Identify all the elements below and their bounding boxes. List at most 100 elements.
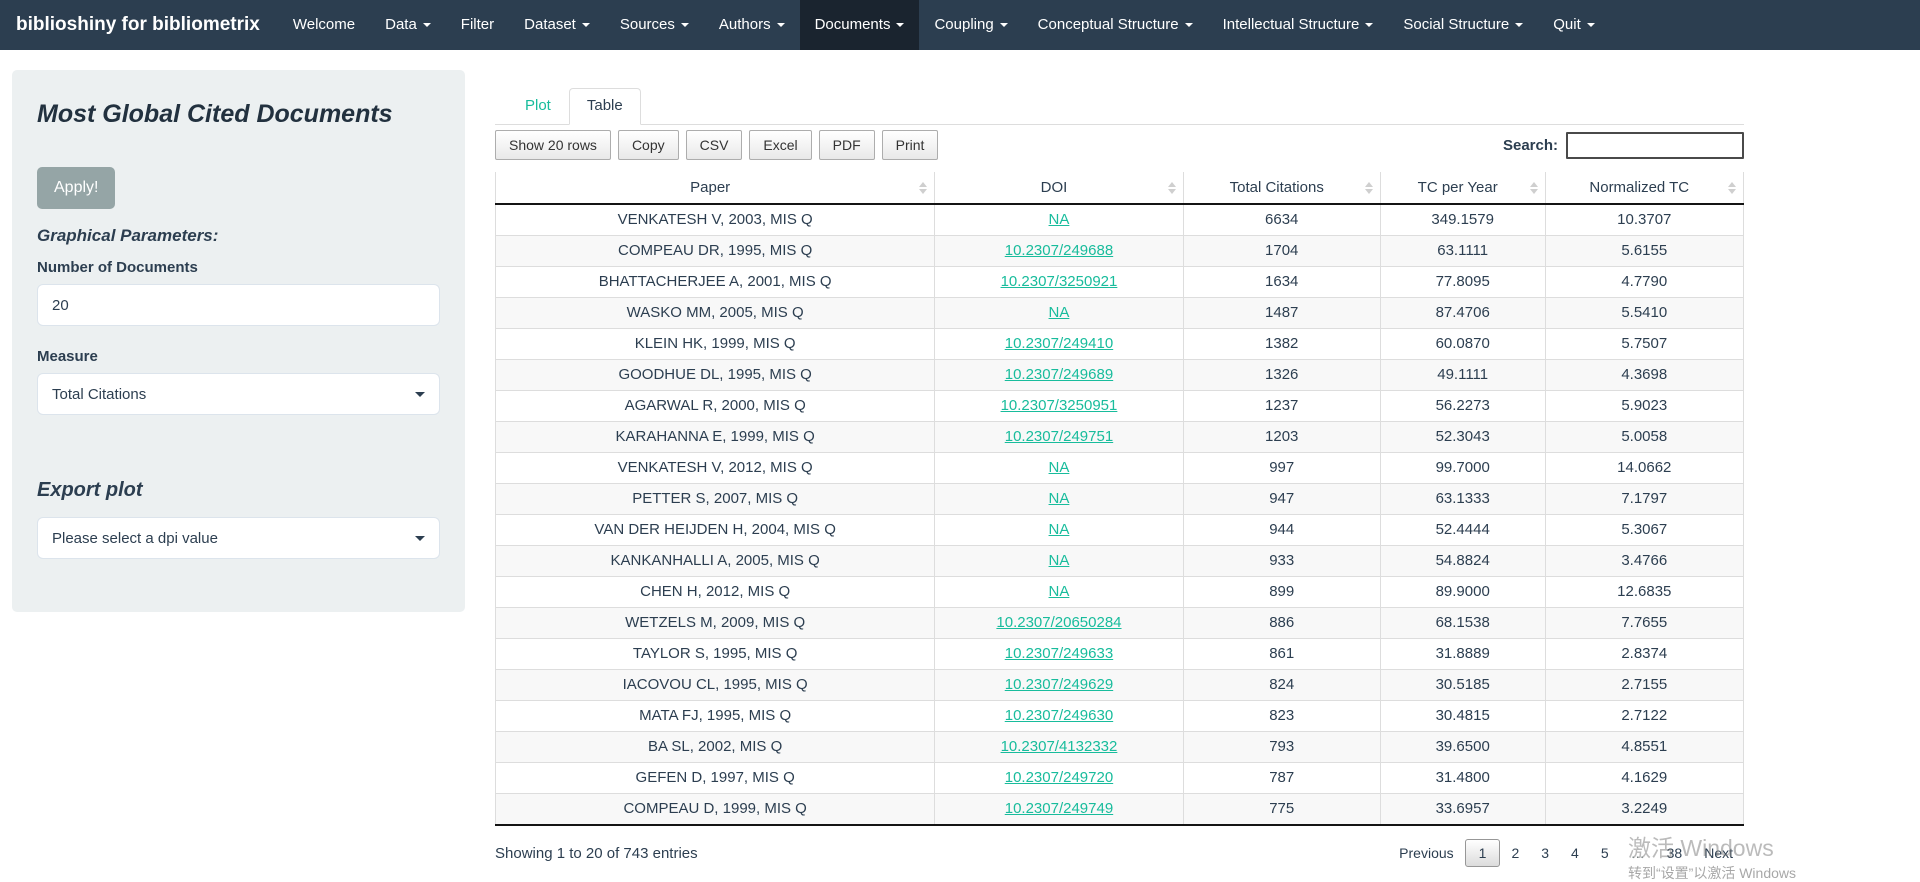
doi-cell: NA: [934, 452, 1184, 484]
page-button-5[interactable]: 5: [1600, 845, 1609, 861]
doi-link[interactable]: NA: [1048, 490, 1070, 507]
doi-cell: 10.2307/249720: [934, 762, 1184, 794]
sort-desc-icon: [1529, 188, 1538, 194]
previous-page-button[interactable]: Previous: [1399, 845, 1454, 861]
table-row: WETZELS M, 2009, MIS Q 10.2307/20650284 88…: [494, 607, 1745, 639]
page-button-38[interactable]: 38: [1666, 845, 1683, 861]
search-input[interactable]: [1566, 131, 1744, 159]
paper-cell: WASKO MM, 2005, MIS Q: [494, 297, 936, 329]
doi-link[interactable]: 10.2307/249720: [1004, 769, 1114, 786]
nav-item-filter[interactable]: Filter: [446, 0, 509, 50]
nav-item-quit[interactable]: Quit: [1538, 0, 1610, 50]
nav-item-dataset[interactable]: Dataset: [509, 0, 605, 50]
page-button-3[interactable]: 3: [1541, 845, 1550, 861]
total-citations-cell: 1326: [1182, 359, 1381, 391]
column-header-total-citations[interactable]: Total Citations: [1182, 172, 1381, 205]
doi-link[interactable]: 10.2307/249689: [1004, 366, 1114, 383]
page-button-4[interactable]: 4: [1571, 845, 1579, 861]
column-header-paper[interactable]: Paper: [494, 172, 936, 205]
nav-item-label: Social Structure: [1403, 16, 1510, 33]
tab-plot[interactable]: Plot: [525, 97, 551, 114]
doi-link[interactable]: 10.2307/4132332: [1000, 738, 1118, 755]
tc-per-year-cell: 60.0870: [1379, 328, 1546, 360]
doi-link[interactable]: NA: [1048, 211, 1070, 228]
normalized-tc-cell: 5.6155: [1544, 235, 1745, 267]
doi-link[interactable]: NA: [1048, 459, 1070, 476]
doi-cell: NA: [934, 576, 1184, 608]
doi-cell: 10.2307/249749: [934, 793, 1184, 826]
total-citations-cell: 1487: [1182, 297, 1381, 329]
doi-link[interactable]: NA: [1048, 552, 1070, 569]
doi-link[interactable]: 10.2307/249629: [1004, 676, 1114, 693]
nav-item-data[interactable]: Data: [370, 0, 446, 50]
doi-link[interactable]: NA: [1048, 583, 1070, 600]
copy-button[interactable]: Copy: [617, 130, 679, 160]
doi-link[interactable]: 10.2307/3250921: [1000, 273, 1118, 290]
page-button-1[interactable]: 1: [1464, 839, 1501, 867]
search-label: Search:: [1502, 136, 1558, 154]
tc-per-year-cell: 49.1111: [1379, 359, 1546, 391]
paper-cell: AGARWAL R, 2000, MIS Q: [494, 390, 936, 422]
nav-item-authors[interactable]: Authors: [704, 0, 800, 50]
nav-item-label: Data: [385, 16, 417, 33]
nav-item-intellectual-structure[interactable]: Intellectual Structure: [1208, 0, 1389, 50]
tab-table[interactable]: Table: [568, 88, 641, 125]
navbar: biblioshiny for bibliometrix Welcome Data…: [0, 0, 1920, 50]
nav-item-conceptual-structure[interactable]: Conceptual Structure: [1023, 0, 1208, 50]
apply-button[interactable]: Apply!: [37, 167, 116, 209]
excel-button[interactable]: Excel: [749, 130, 812, 160]
doi-link[interactable]: 10.2307/249410: [1004, 335, 1114, 352]
main-content: Plot Table Show 20 rows Copy CSV Excel PDF Pri…: [494, 88, 1745, 867]
table-row: BHATTACHERJEE A, 2001, MIS Q 10.2307/3250…: [494, 266, 1745, 298]
table-row: IACOVOU CL, 1995, MIS Q 10.2307/249629 824…: [494, 669, 1745, 701]
paper-cell: COMPEAU D, 1999, MIS Q: [494, 793, 936, 826]
print-button[interactable]: Print: [881, 130, 939, 160]
table-row: VAN DER HEIJDEN H, 2004, MIS Q NA 944 52.44…: [494, 514, 1745, 546]
nav-item-welcome[interactable]: Welcome: [278, 0, 370, 50]
nav-item-documents[interactable]: Documents: [799, 0, 920, 50]
search-area: Search:: [1502, 131, 1744, 159]
next-page-button[interactable]: Next: [1704, 845, 1733, 861]
doi-cell: NA: [934, 514, 1184, 546]
doi-link[interactable]: 10.2307/249633: [1004, 645, 1114, 662]
nav-item-sources[interactable]: Sources: [605, 0, 704, 50]
column-header-doi[interactable]: DOI: [934, 172, 1184, 205]
csv-button[interactable]: CSV: [685, 130, 743, 160]
graphical-parameters-heading: Graphical Parameters:: [37, 226, 219, 245]
tc-per-year-cell: 56.2273: [1379, 390, 1546, 422]
table-row: KARAHANNA E, 1999, MIS Q 10.2307/249751 12…: [494, 421, 1745, 453]
total-citations-cell: 933: [1182, 545, 1381, 577]
table-row: GOODHUE DL, 1995, MIS Q 10.2307/249689 132…: [494, 359, 1745, 391]
dpi-select[interactable]: Please select a dpi value: [37, 517, 440, 559]
number-of-documents-input[interactable]: [37, 284, 440, 326]
chevron-down-icon: [415, 536, 425, 541]
doi-link[interactable]: NA: [1048, 521, 1070, 538]
table-row: TAYLOR S, 1995, MIS Q 10.2307/249633 861 31…: [494, 638, 1745, 670]
nav-item-label: Quit: [1553, 16, 1581, 33]
doi-link[interactable]: 10.2307/20650284: [996, 614, 1122, 631]
column-header-tc-per-year[interactable]: TC per Year: [1379, 172, 1546, 205]
paper-cell: MATA FJ, 1995, MIS Q: [494, 700, 936, 732]
column-header-normalized-tc[interactable]: Normalized TC: [1544, 172, 1745, 205]
doi-link[interactable]: 10.2307/3250951: [1000, 397, 1118, 414]
nav-item-social-structure[interactable]: Social Structure: [1388, 0, 1538, 50]
doi-link[interactable]: 10.2307/249688: [1004, 242, 1114, 259]
doi-link[interactable]: NA: [1048, 304, 1070, 321]
dpi-select-value: Please select a dpi value: [52, 529, 218, 547]
nav-item-label: Filter: [460, 16, 495, 33]
measure-select[interactable]: Total Citations: [37, 373, 440, 415]
show-20-rows-button[interactable]: Show 20 rows: [495, 130, 611, 160]
doi-link[interactable]: 10.2307/249749: [1004, 800, 1114, 817]
doi-link[interactable]: 10.2307/249630: [1004, 707, 1114, 724]
doi-link[interactable]: 10.2307/249751: [1004, 428, 1114, 445]
measure-label: Measure: [37, 348, 98, 365]
tc-per-year-cell: 31.8889: [1379, 638, 1546, 670]
pdf-button[interactable]: PDF: [818, 130, 875, 160]
normalized-tc-cell: 7.1797: [1544, 483, 1745, 515]
total-citations-cell: 6634: [1182, 203, 1381, 236]
paper-cell: BHATTACHERJEE A, 2001, MIS Q: [494, 266, 936, 298]
paper-cell: WETZELS M, 2009, MIS Q: [494, 607, 936, 639]
normalized-tc-cell: 3.4766: [1544, 545, 1745, 577]
page-button-2[interactable]: 2: [1511, 845, 1520, 861]
nav-item-coupling[interactable]: Coupling: [919, 0, 1022, 50]
